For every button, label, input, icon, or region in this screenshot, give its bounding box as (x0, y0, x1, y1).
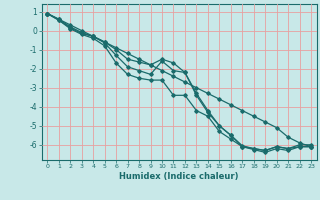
X-axis label: Humidex (Indice chaleur): Humidex (Indice chaleur) (119, 172, 239, 181)
